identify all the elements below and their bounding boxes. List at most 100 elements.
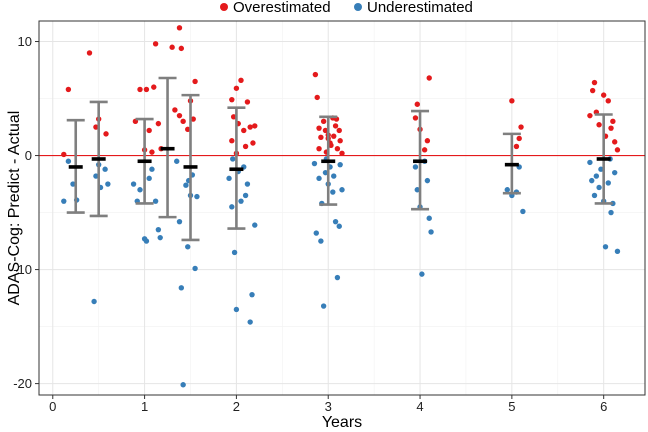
point-overestimated — [247, 124, 253, 130]
point-overestimated — [190, 116, 196, 122]
point-underestimated — [229, 204, 235, 210]
point-overestimated — [242, 143, 249, 150]
point-underestimated — [247, 319, 253, 325]
point-overestimated — [238, 77, 244, 83]
point-underestimated — [337, 161, 343, 168]
y-axis-title: ADAS-Cog: Predict - Actual — [6, 111, 23, 306]
point-overestimated — [414, 101, 420, 107]
point-overestimated — [152, 41, 159, 47]
point-underestimated — [428, 229, 434, 235]
point-overestimated — [316, 146, 322, 152]
point-overestimated — [320, 118, 327, 125]
point-underestimated — [334, 274, 341, 281]
x-tick-label: 0 — [49, 399, 56, 414]
x-axis-title: Years — [322, 414, 362, 431]
point-overestimated — [233, 85, 240, 91]
point-underestimated — [587, 159, 593, 166]
point-underestimated — [155, 226, 162, 233]
point-overestimated — [180, 118, 186, 125]
point-underestimated — [331, 173, 337, 179]
point-underestimated — [311, 160, 318, 167]
point-overestimated — [513, 143, 520, 150]
point-underestimated — [412, 164, 419, 170]
point-underestimated — [238, 198, 244, 204]
point-overestimated — [331, 133, 337, 139]
point-overestimated — [318, 134, 324, 141]
point-overestimated — [587, 112, 593, 119]
point-overestimated — [314, 94, 320, 101]
legend: Overestimated Underestimated — [220, 0, 473, 16]
point-underestimated — [589, 177, 595, 184]
data-points — [61, 25, 621, 388]
point-underestimated — [320, 303, 327, 309]
point-underestimated — [336, 223, 342, 229]
point-overestimated — [509, 98, 515, 104]
point-underestimated — [183, 182, 189, 188]
point-underestimated — [130, 181, 137, 187]
legend-marker-overestimated — [220, 3, 228, 11]
point-underestimated — [593, 173, 600, 179]
point-underestimated — [194, 193, 200, 200]
x-tick-label: 6 — [600, 399, 607, 414]
y-axis-ticks: -20 -10 0 10 — [13, 34, 39, 391]
point-overestimated — [424, 138, 431, 144]
point-underestimated — [91, 298, 97, 305]
plot-border — [38, 20, 646, 396]
point-overestimated — [169, 44, 175, 50]
point-overestimated — [334, 146, 341, 152]
point-underestimated — [520, 208, 526, 215]
point-overestimated — [86, 50, 93, 56]
point-underestimated — [230, 156, 236, 162]
point-overestimated — [143, 86, 150, 93]
x-tick-label: 3 — [325, 399, 332, 414]
point-underestimated — [152, 198, 159, 204]
x-tick-label: 4 — [416, 399, 423, 414]
point-underestimated — [226, 175, 232, 182]
point-underestimated — [157, 234, 163, 241]
point-underestimated — [143, 238, 150, 244]
point-underestimated — [233, 306, 240, 313]
x-tick-label: 1 — [141, 399, 148, 414]
point-overestimated — [244, 99, 251, 105]
point-overestimated — [151, 84, 157, 90]
point-overestimated — [146, 127, 152, 134]
point-overestimated — [316, 125, 322, 131]
point-underestimated — [174, 158, 180, 164]
point-overestimated — [149, 149, 155, 155]
point-underestimated — [244, 181, 251, 187]
point-underestimated — [93, 173, 99, 179]
point-overestimated — [426, 75, 432, 81]
point-underestimated — [426, 215, 432, 221]
legend-marker-underestimated — [354, 3, 362, 11]
point-overestimated — [178, 45, 185, 52]
point-overestimated — [241, 127, 247, 134]
point-overestimated — [312, 71, 319, 78]
x-tick-label: 5 — [508, 399, 515, 414]
point-overestimated — [608, 125, 614, 131]
point-underestimated — [504, 187, 510, 193]
point-underestimated — [105, 181, 111, 187]
point-overestimated — [61, 151, 67, 158]
point-overestimated — [103, 131, 109, 137]
point-underestimated — [339, 187, 345, 193]
point-overestimated — [332, 123, 339, 129]
point-overestimated — [172, 107, 178, 113]
point-overestimated — [155, 120, 162, 127]
point-underestimated — [598, 166, 604, 172]
point-overestimated — [192, 78, 198, 85]
point-overestimated — [229, 96, 235, 103]
point-underestimated — [322, 169, 329, 176]
point-overestimated — [421, 147, 428, 153]
point-underestimated — [180, 382, 186, 388]
point-overestimated — [322, 127, 329, 134]
point-underestimated — [192, 265, 198, 272]
point-overestimated — [185, 126, 191, 133]
point-overestimated — [230, 114, 237, 120]
point-underestimated — [610, 200, 616, 207]
point-underestimated — [146, 175, 152, 182]
x-axis-ticks: 0 1 2 3 4 5 6 — [49, 395, 607, 414]
y-tick-label: -10 — [13, 262, 32, 277]
point-underestimated — [149, 166, 155, 172]
point-underestimated — [70, 181, 76, 187]
point-overestimated — [589, 87, 596, 94]
